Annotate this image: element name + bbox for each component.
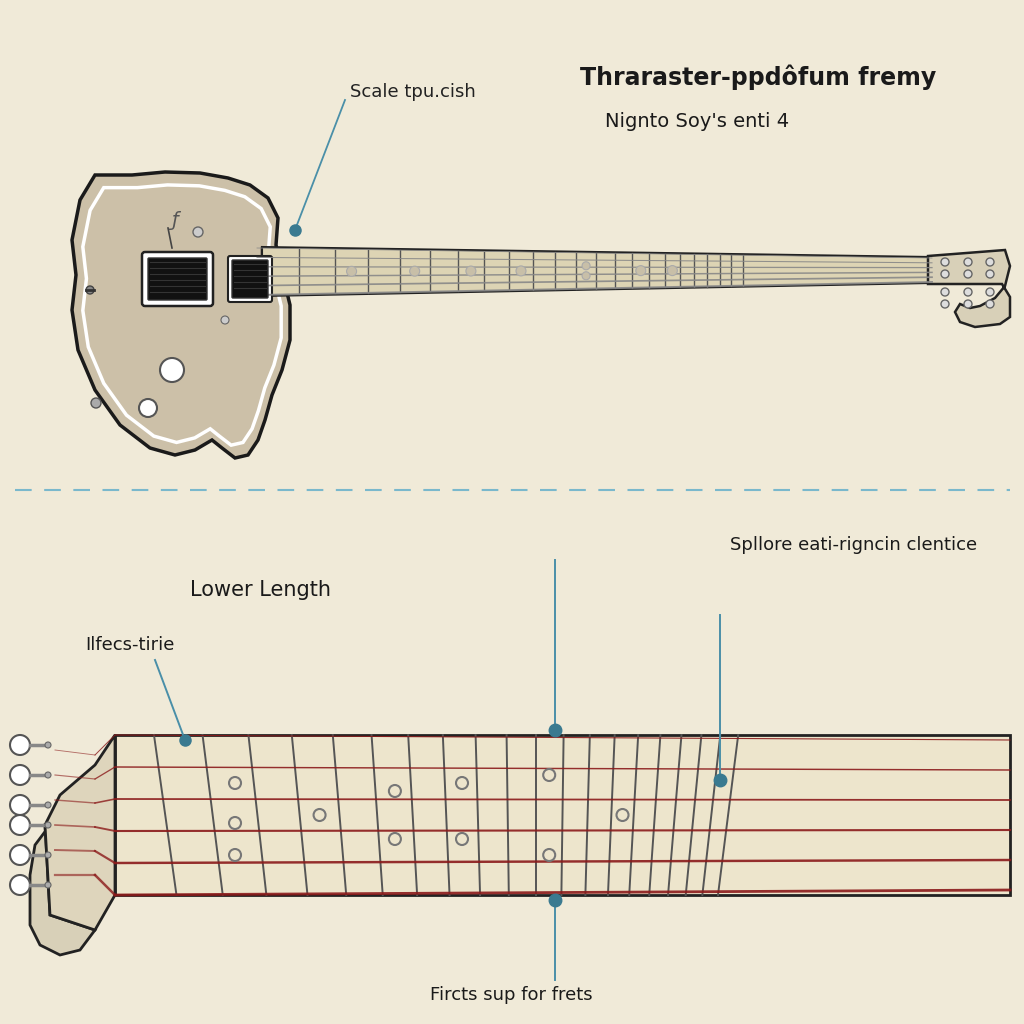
Circle shape	[964, 258, 972, 266]
Circle shape	[941, 270, 949, 278]
Circle shape	[45, 852, 51, 858]
Circle shape	[160, 358, 184, 382]
Circle shape	[964, 300, 972, 308]
Circle shape	[986, 270, 994, 278]
Circle shape	[193, 227, 203, 237]
Circle shape	[964, 270, 972, 278]
Circle shape	[10, 845, 30, 865]
FancyBboxPatch shape	[232, 260, 268, 298]
Circle shape	[668, 265, 677, 275]
FancyBboxPatch shape	[142, 252, 213, 306]
Circle shape	[636, 265, 646, 275]
Polygon shape	[72, 172, 290, 458]
Circle shape	[582, 271, 590, 280]
Bar	[115, 735, 1010, 895]
Circle shape	[986, 258, 994, 266]
Circle shape	[10, 735, 30, 755]
FancyBboxPatch shape	[148, 258, 207, 300]
Text: Ilfecs-tirie: Ilfecs-tirie	[85, 636, 174, 654]
Text: Thraraster-ppdôfum fremy: Thraraster-ppdôfum fremy	[580, 65, 936, 90]
Circle shape	[964, 288, 972, 296]
Circle shape	[221, 316, 229, 324]
Circle shape	[986, 288, 994, 296]
Circle shape	[91, 398, 101, 408]
Polygon shape	[30, 825, 95, 955]
Circle shape	[10, 815, 30, 835]
Circle shape	[516, 266, 526, 275]
Polygon shape	[45, 735, 115, 930]
FancyBboxPatch shape	[228, 256, 272, 302]
Circle shape	[10, 795, 30, 815]
Text: Spllore eati-rigncin clentice: Spllore eati-rigncin clentice	[730, 536, 977, 554]
Text: Lower Length: Lower Length	[190, 580, 331, 600]
Circle shape	[582, 262, 590, 269]
Circle shape	[941, 300, 949, 308]
Circle shape	[941, 288, 949, 296]
Text: ƒ: ƒ	[172, 211, 178, 229]
Polygon shape	[928, 250, 1010, 327]
Text: Nignto Soy's enti 4: Nignto Soy's enti 4	[605, 112, 790, 131]
Circle shape	[45, 822, 51, 828]
Polygon shape	[262, 247, 930, 296]
Circle shape	[466, 266, 476, 276]
Circle shape	[10, 765, 30, 785]
Circle shape	[45, 772, 51, 778]
Circle shape	[45, 742, 51, 748]
Circle shape	[986, 300, 994, 308]
Text: Scale tpu.cish: Scale tpu.cish	[350, 83, 476, 101]
Circle shape	[45, 882, 51, 888]
Circle shape	[86, 286, 94, 294]
Circle shape	[139, 399, 157, 417]
Polygon shape	[262, 248, 930, 295]
Circle shape	[346, 266, 356, 276]
Text: Fircts sup for frets: Fircts sup for frets	[430, 986, 593, 1004]
Circle shape	[45, 802, 51, 808]
Circle shape	[941, 258, 949, 266]
Circle shape	[10, 874, 30, 895]
Circle shape	[410, 266, 420, 276]
